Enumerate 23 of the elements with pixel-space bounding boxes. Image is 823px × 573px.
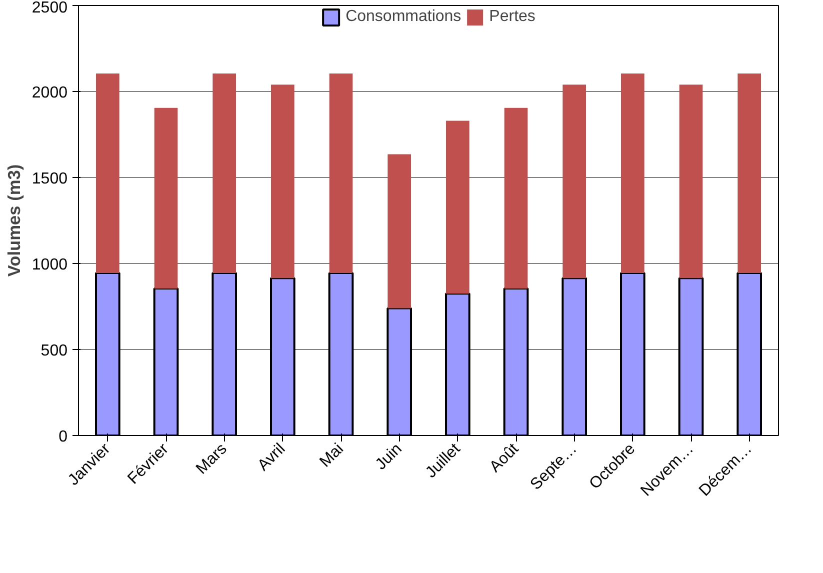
y-axis-title: Volumes (m3) [4, 164, 24, 277]
bar [562, 84, 586, 278]
bar [621, 73, 644, 273]
x-tick-label: Juin [372, 440, 406, 474]
y-tick-label: 1500 [32, 170, 68, 188]
bar [504, 108, 528, 288]
legend-label: Pertes [489, 8, 536, 26]
bar [679, 84, 703, 278]
bar [388, 154, 411, 308]
y-tick-label: 2500 [32, 0, 68, 16]
bar [96, 73, 120, 273]
bar [212, 73, 236, 273]
bar [154, 108, 178, 288]
bar [446, 120, 470, 294]
y-tick-label: 1000 [32, 256, 68, 274]
bar [738, 73, 761, 273]
bar [271, 84, 294, 278]
legend-label: Consommations [346, 8, 462, 26]
y-tick-label: 500 [40, 342, 68, 360]
x-tick-label: Mai [316, 440, 348, 471]
bar [329, 73, 353, 273]
y-tick-label: 2000 [32, 84, 68, 102]
y-tick-label: 0 [58, 428, 68, 446]
